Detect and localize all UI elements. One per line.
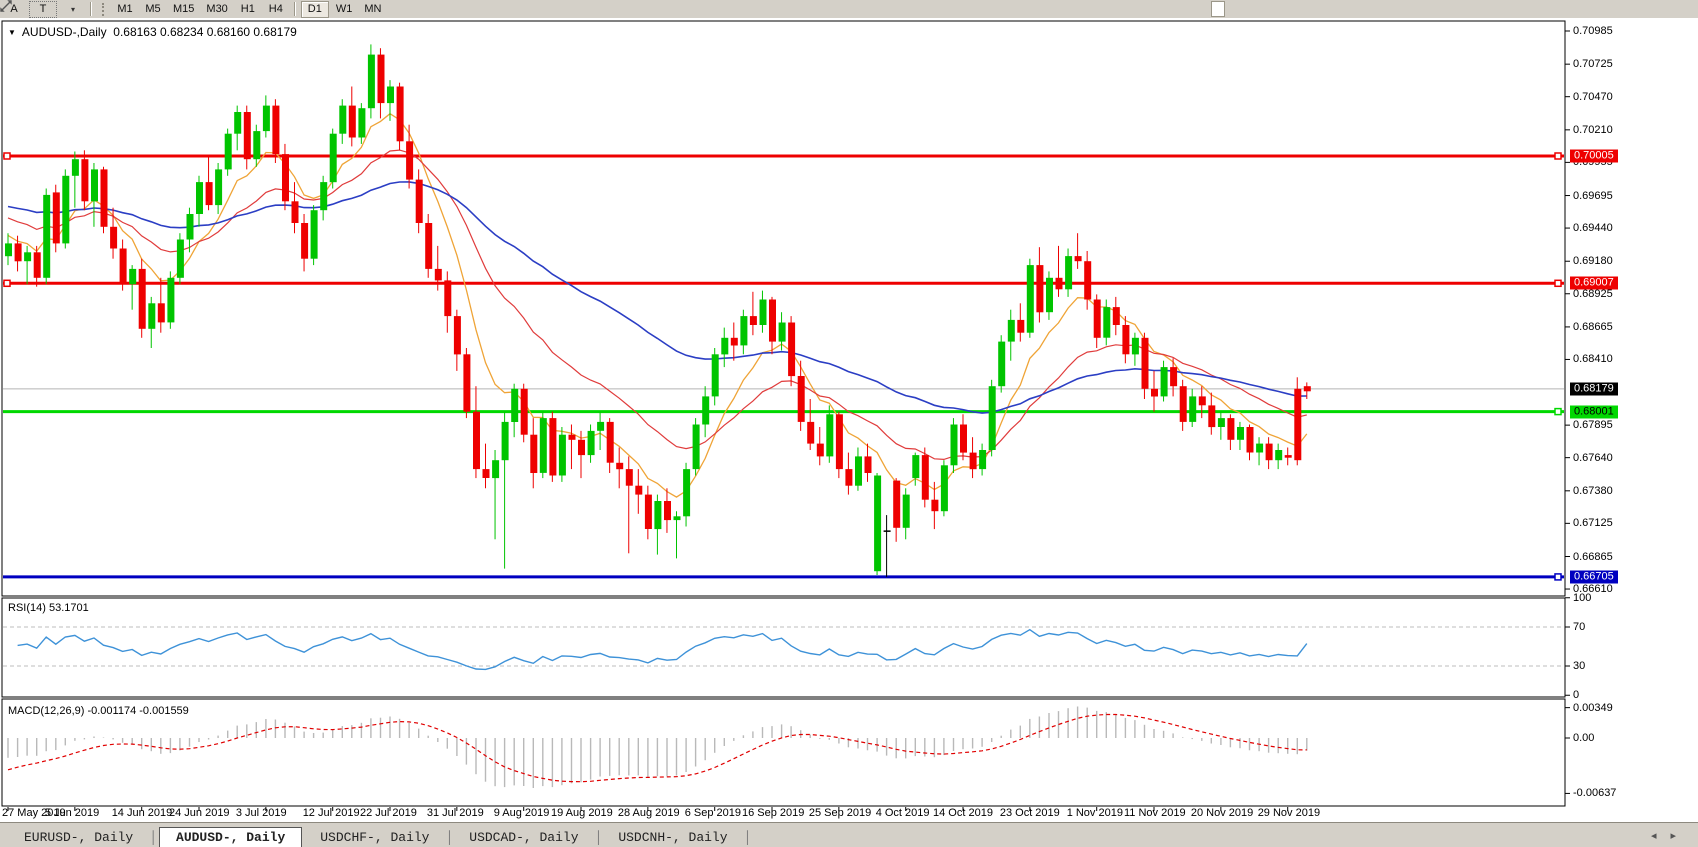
symbol-tab-audusd[interactable]: AUDUSD-, Daily bbox=[159, 827, 303, 847]
price-tick-label: 0.68925 bbox=[1573, 287, 1613, 300]
date-tick-label: 14 Oct 2019 bbox=[933, 807, 993, 819]
price-tick-label: 0.69440 bbox=[1573, 222, 1613, 235]
toolbar-separator bbox=[90, 2, 92, 16]
macd-tick-label: 0.00349 bbox=[1573, 701, 1613, 714]
date-tick-label: 29 Nov 2019 bbox=[1257, 807, 1321, 819]
price-tick-label: 0.67895 bbox=[1573, 419, 1613, 432]
date-tick-label: 11 Nov 2019 bbox=[1124, 807, 1186, 819]
symbol-tab-usdcad[interactable]: USDCAD-, Daily bbox=[469, 830, 579, 845]
chart-title-ohlc: 0.68163 0.68234 0.68160 0.68179 bbox=[113, 25, 297, 39]
price-tick-label: 0.66865 bbox=[1573, 550, 1613, 563]
date-tick-label: 3 Jul 2019 bbox=[235, 807, 287, 819]
hline-price-label: 0.69007 bbox=[1570, 276, 1618, 290]
tab-divider: │ bbox=[594, 830, 603, 845]
timeframe-button-m5[interactable]: M5 bbox=[145, 3, 161, 15]
timeframe-group: M1 M5 M15 M30 H1 H4 D1 W1 MN bbox=[111, 0, 387, 18]
macd-tick-label: -0.00637 bbox=[1573, 787, 1617, 800]
date-tick-label: 16 Sep 2019 bbox=[742, 807, 805, 819]
rsi-label: RSI(14) 53.1701 bbox=[8, 602, 89, 614]
rsi-tick-label: 30 bbox=[1573, 660, 1586, 672]
date-tick-label: 24 Jun 2019 bbox=[169, 807, 230, 819]
price-tick-label: 0.67125 bbox=[1573, 517, 1613, 530]
price-tick-label: 0.66610 bbox=[1573, 583, 1613, 596]
date-tick-label: 25 Sep 2019 bbox=[808, 807, 872, 819]
date-tick-label: 23 Oct 2019 bbox=[999, 807, 1060, 819]
symbol-tab-usdcnh[interactable]: USDCNH-, Daily bbox=[618, 830, 728, 845]
date-tick-label: 20 Nov 2019 bbox=[1190, 807, 1254, 819]
chart-window[interactable]: ▼ AUDUSD-,Daily 0.68163 0.68234 0.68160 0… bbox=[0, 18, 1698, 822]
timeframe-button-mn[interactable]: MN bbox=[364, 3, 382, 15]
price-tick-label: 0.69180 bbox=[1573, 255, 1613, 268]
price-tick-label: 0.67380 bbox=[1573, 484, 1613, 497]
price-tick-label: 0.69695 bbox=[1573, 189, 1613, 202]
date-tick-label: 4 Oct 2019 bbox=[875, 807, 930, 819]
chart-dropdown-triangle-icon[interactable]: ▼ bbox=[8, 28, 16, 37]
price-tick-label: 0.70985 bbox=[1573, 25, 1613, 37]
symbol-tab-bar: EURUSD-, Daily │ AUDUSD-, Daily USDCHF-, Da… bbox=[0, 822, 1698, 847]
cursor-tool-button[interactable]: ▾ bbox=[0, 0, 85, 17]
price-tick-label: 0.67640 bbox=[1573, 451, 1613, 464]
toolbar-blank-box bbox=[1211, 1, 1225, 17]
tab-scroll-arrows[interactable]: ◂▸ bbox=[1651, 829, 1690, 843]
rsi-tick-label: 100 bbox=[1573, 591, 1592, 604]
timeframe-button-m1[interactable]: M1 bbox=[117, 3, 133, 15]
scroll-left-icon[interactable]: ◂ bbox=[1650, 831, 1671, 843]
arrange-button[interactable]: A bbox=[10, 3, 18, 15]
toolbar-grip[interactable] bbox=[102, 2, 107, 16]
hline-price-label: 0.66705 bbox=[1570, 570, 1618, 584]
chart-title-symbol: AUDUSD-,Daily bbox=[21, 25, 107, 39]
toolbar: A T ▾ M1 M5 M15 M30 H1 H4 D1 W1 MN bbox=[0, 0, 1698, 19]
date-tick-label: 19 Aug 2019 bbox=[551, 807, 613, 819]
timeframe-button-m30[interactable]: M30 bbox=[206, 3, 228, 15]
date-tick-label: 31 Jul 2019 bbox=[426, 807, 484, 819]
date-tick-label: 9 Aug 2019 bbox=[493, 807, 550, 819]
tab-divider: │ bbox=[445, 830, 454, 845]
price-tick-label: 0.70210 bbox=[1573, 123, 1613, 136]
date-tick-label: 6 Sep 2019 bbox=[684, 807, 741, 819]
timeframe-button-w1[interactable]: W1 bbox=[335, 3, 353, 15]
chart-title: ▼ AUDUSD-,Daily 0.68163 0.68234 0.68160 0… bbox=[8, 25, 297, 39]
hline-price-label: 0.70005 bbox=[1570, 149, 1618, 163]
macd-label: MACD(12,26,9) -0.001174 -0.001559 bbox=[8, 705, 189, 717]
price-tick-label: 0.68410 bbox=[1573, 353, 1613, 366]
chart-canvas[interactable] bbox=[0, 18, 1698, 822]
timeframe-button-m15[interactable]: M15 bbox=[173, 3, 195, 15]
timeframe-button-h4[interactable]: H4 bbox=[268, 3, 283, 15]
chevron-down-icon: ▾ bbox=[70, 4, 75, 14]
rsi-tick-label: 0 bbox=[1573, 689, 1580, 702]
tab-divider: │ bbox=[743, 830, 752, 845]
price-tick-label: 0.70725 bbox=[1573, 58, 1613, 71]
date-tick-label: 14 Jun 2019 bbox=[111, 807, 173, 819]
date-tick-label: 27 May 2019 bbox=[2, 807, 66, 819]
text-tool-button[interactable]: T bbox=[29, 0, 57, 18]
macd-tick-label: 0.00 bbox=[1573, 732, 1595, 744]
scroll-right-icon[interactable]: ▸ bbox=[1670, 831, 1690, 843]
tab-divider: │ bbox=[149, 830, 158, 845]
timeframe-button-h1[interactable]: H1 bbox=[240, 3, 255, 15]
date-tick-label: 1 Nov 2019 bbox=[1066, 807, 1123, 819]
price-tick-label: 0.70470 bbox=[1573, 90, 1613, 103]
timeframe-button-d1[interactable]: D1 bbox=[300, 0, 329, 18]
rsi-tick-label: 70 bbox=[1573, 621, 1586, 633]
hline-price-label: 0.68001 bbox=[1570, 405, 1618, 419]
price-tick-label: 0.68665 bbox=[1573, 320, 1613, 333]
date-tick-label: 28 Aug 2019 bbox=[617, 807, 680, 819]
date-tick-label: 5 Jun 2019 bbox=[44, 807, 100, 819]
date-tick-label: 22 Jul 2019 bbox=[360, 807, 417, 819]
symbol-tab-eurusd[interactable]: EURUSD-, Daily bbox=[24, 830, 134, 845]
symbol-tab-usdchf[interactable]: USDCHF-, Daily bbox=[320, 830, 430, 845]
date-tick-label: 12 Jul 2019 bbox=[302, 807, 360, 819]
current-price-label: 0.68179 bbox=[1570, 382, 1618, 396]
